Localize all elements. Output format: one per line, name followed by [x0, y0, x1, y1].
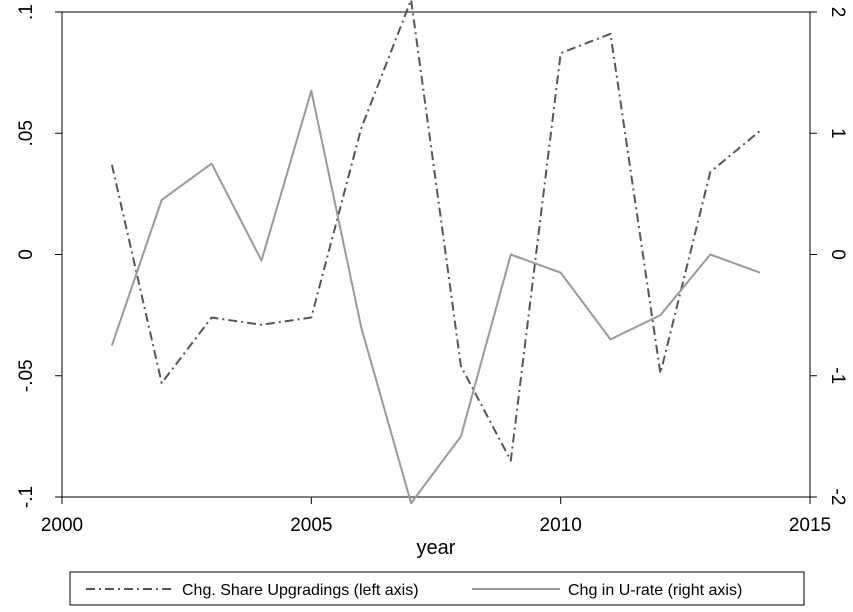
- y-left-tick-label: .05: [16, 120, 37, 146]
- x-tick-label: 2010: [540, 515, 582, 536]
- x-axis-title: year: [417, 537, 456, 559]
- legend-label-1: Chg. Share Upgradings (left axis): [182, 582, 419, 599]
- y-right-tick-label: 0: [827, 249, 848, 260]
- y-right-tick-label: 1: [827, 128, 848, 139]
- series-layer: [110, 0, 761, 505]
- series-line-1: [110, 0, 761, 462]
- x-axis: 2000 2005 2010 2015: [41, 497, 831, 536]
- y-axis-right: -2 -1 0 1 2: [810, 7, 848, 506]
- x-tick-label: 2005: [290, 515, 332, 536]
- y-right-tick-label: 2: [827, 7, 848, 18]
- x-tick-label: 2015: [789, 515, 831, 536]
- y-axis-left: -.1 -.05 0 .05 .1: [16, 4, 62, 508]
- y-right-tick-label: -1: [827, 367, 848, 384]
- y-left-tick-label: -.05: [16, 359, 37, 392]
- y-left-tick-label: 0: [16, 249, 37, 260]
- legend: Chg. Share Upgradings (left axis) Chg in …: [69, 571, 805, 606]
- y-left-tick-label: .1: [16, 4, 37, 20]
- x-tick-label: 2000: [41, 515, 83, 536]
- y-left-tick-label: -.1: [16, 486, 37, 508]
- legend-box: [69, 571, 805, 606]
- y-right-tick-label: -2: [827, 489, 848, 506]
- legend-label-2: Chg in U-rate (right axis): [568, 582, 742, 599]
- series-line-2: [110, 89, 761, 505]
